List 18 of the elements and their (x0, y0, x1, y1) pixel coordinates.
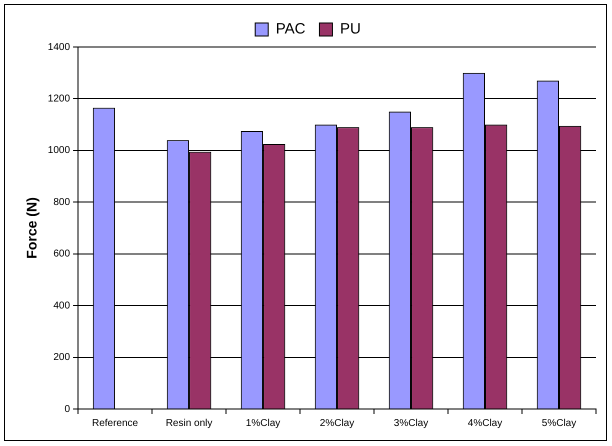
y-tick-label: 1400 (48, 42, 70, 53)
y-tick-label: 0 (64, 404, 70, 415)
legend-label: PU (340, 20, 361, 38)
x-tick-label: 4%Clay (468, 418, 502, 429)
x-tick-label: 1%Clay (246, 418, 280, 429)
y-tick-label: 200 (53, 352, 70, 364)
x-tick-label: Reference (92, 418, 139, 429)
x-tick-label: 5%Clay (542, 418, 576, 429)
y-tick-label: 1000 (48, 145, 70, 156)
x-tick-label: Resin only (166, 418, 212, 429)
legend-label: PAC (276, 20, 306, 38)
y-tick-label: 800 (53, 196, 70, 208)
x-tick-label: 2%Clay (320, 418, 354, 429)
y-tick-label: 600 (53, 248, 70, 260)
y-axis-title: Force (N) (23, 197, 40, 259)
x-tick-label: 3%Clay (394, 418, 428, 429)
y-tick-label: 400 (53, 300, 70, 312)
y-tick-label: 1200 (48, 93, 70, 104)
